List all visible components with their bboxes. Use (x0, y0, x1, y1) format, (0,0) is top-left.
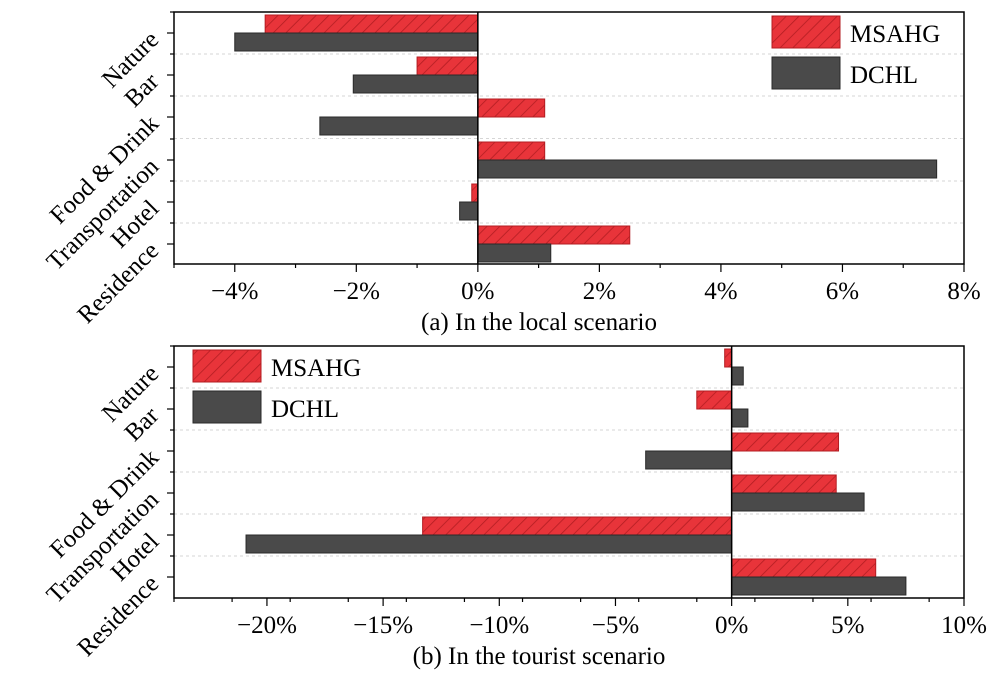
x-tick-label: 10% (941, 612, 987, 639)
legend-label-msahg: MSAHG (271, 355, 361, 382)
x-tick-label: 5% (831, 612, 864, 639)
legend-label-msahg: MSAHG (850, 21, 940, 48)
bar-dchl-residence (477, 243, 552, 263)
bar-msahg-hotel (471, 183, 479, 203)
bar-dchl-transportation (477, 159, 938, 179)
x-tick-label: 2% (583, 278, 616, 305)
bar-msahg-residence (477, 225, 631, 245)
bar-msahg-bar (696, 390, 733, 410)
x-tick-label: −10% (469, 612, 529, 639)
legend-swatch-dchl (192, 390, 262, 424)
chart-caption: (b) In the tourist scenario (413, 643, 666, 670)
x-tick-label: 4% (704, 278, 737, 305)
bar-dchl-food-drink (645, 450, 733, 470)
bar-dchl-residence (731, 576, 907, 596)
legend-swatch-msahg (771, 15, 841, 49)
bar-dchl-bar (352, 74, 479, 94)
category-label: Residence (73, 570, 165, 662)
bar-dchl-food-drink (319, 116, 479, 136)
bar-msahg-residence (731, 558, 877, 578)
bar-msahg-transportation (477, 141, 546, 161)
category-label: Residence (73, 237, 165, 329)
x-tick-label: −2% (333, 278, 380, 305)
legend-label-dchl: DCHL (271, 396, 339, 423)
bar-msahg-nature (724, 348, 733, 368)
legend-swatch-dchl (771, 56, 841, 90)
bar-msahg-nature (264, 14, 479, 34)
x-tick-label: −5% (592, 612, 639, 639)
x-tick-label: −20% (237, 612, 297, 639)
bar-msahg-bar (416, 56, 479, 76)
bar-msahg-transportation (731, 474, 837, 494)
bar-dchl-bar (731, 408, 749, 428)
legend-label-dchl: DCHL (850, 62, 918, 89)
chart-caption: (a) In the local scenario (421, 309, 657, 336)
bar-msahg-food-drink (477, 98, 546, 118)
x-tick-label: −4% (211, 278, 258, 305)
bar-dchl-hotel (459, 201, 479, 221)
bar-dchl-nature (234, 32, 479, 52)
bar-msahg-food-drink (731, 432, 840, 452)
x-tick-label: 6% (826, 278, 859, 305)
legend-swatch-msahg (192, 349, 262, 383)
plot-frame (173, 11, 965, 265)
x-tick-label: 0% (715, 612, 748, 639)
x-tick-label: −15% (353, 612, 413, 639)
bar-dchl-hotel (245, 534, 733, 554)
x-tick-label: 0% (461, 278, 494, 305)
bar-dchl-nature (731, 366, 744, 386)
bar-msahg-hotel (422, 516, 733, 536)
x-tick-label: 8% (947, 278, 980, 305)
bar-dchl-transportation (731, 492, 865, 512)
